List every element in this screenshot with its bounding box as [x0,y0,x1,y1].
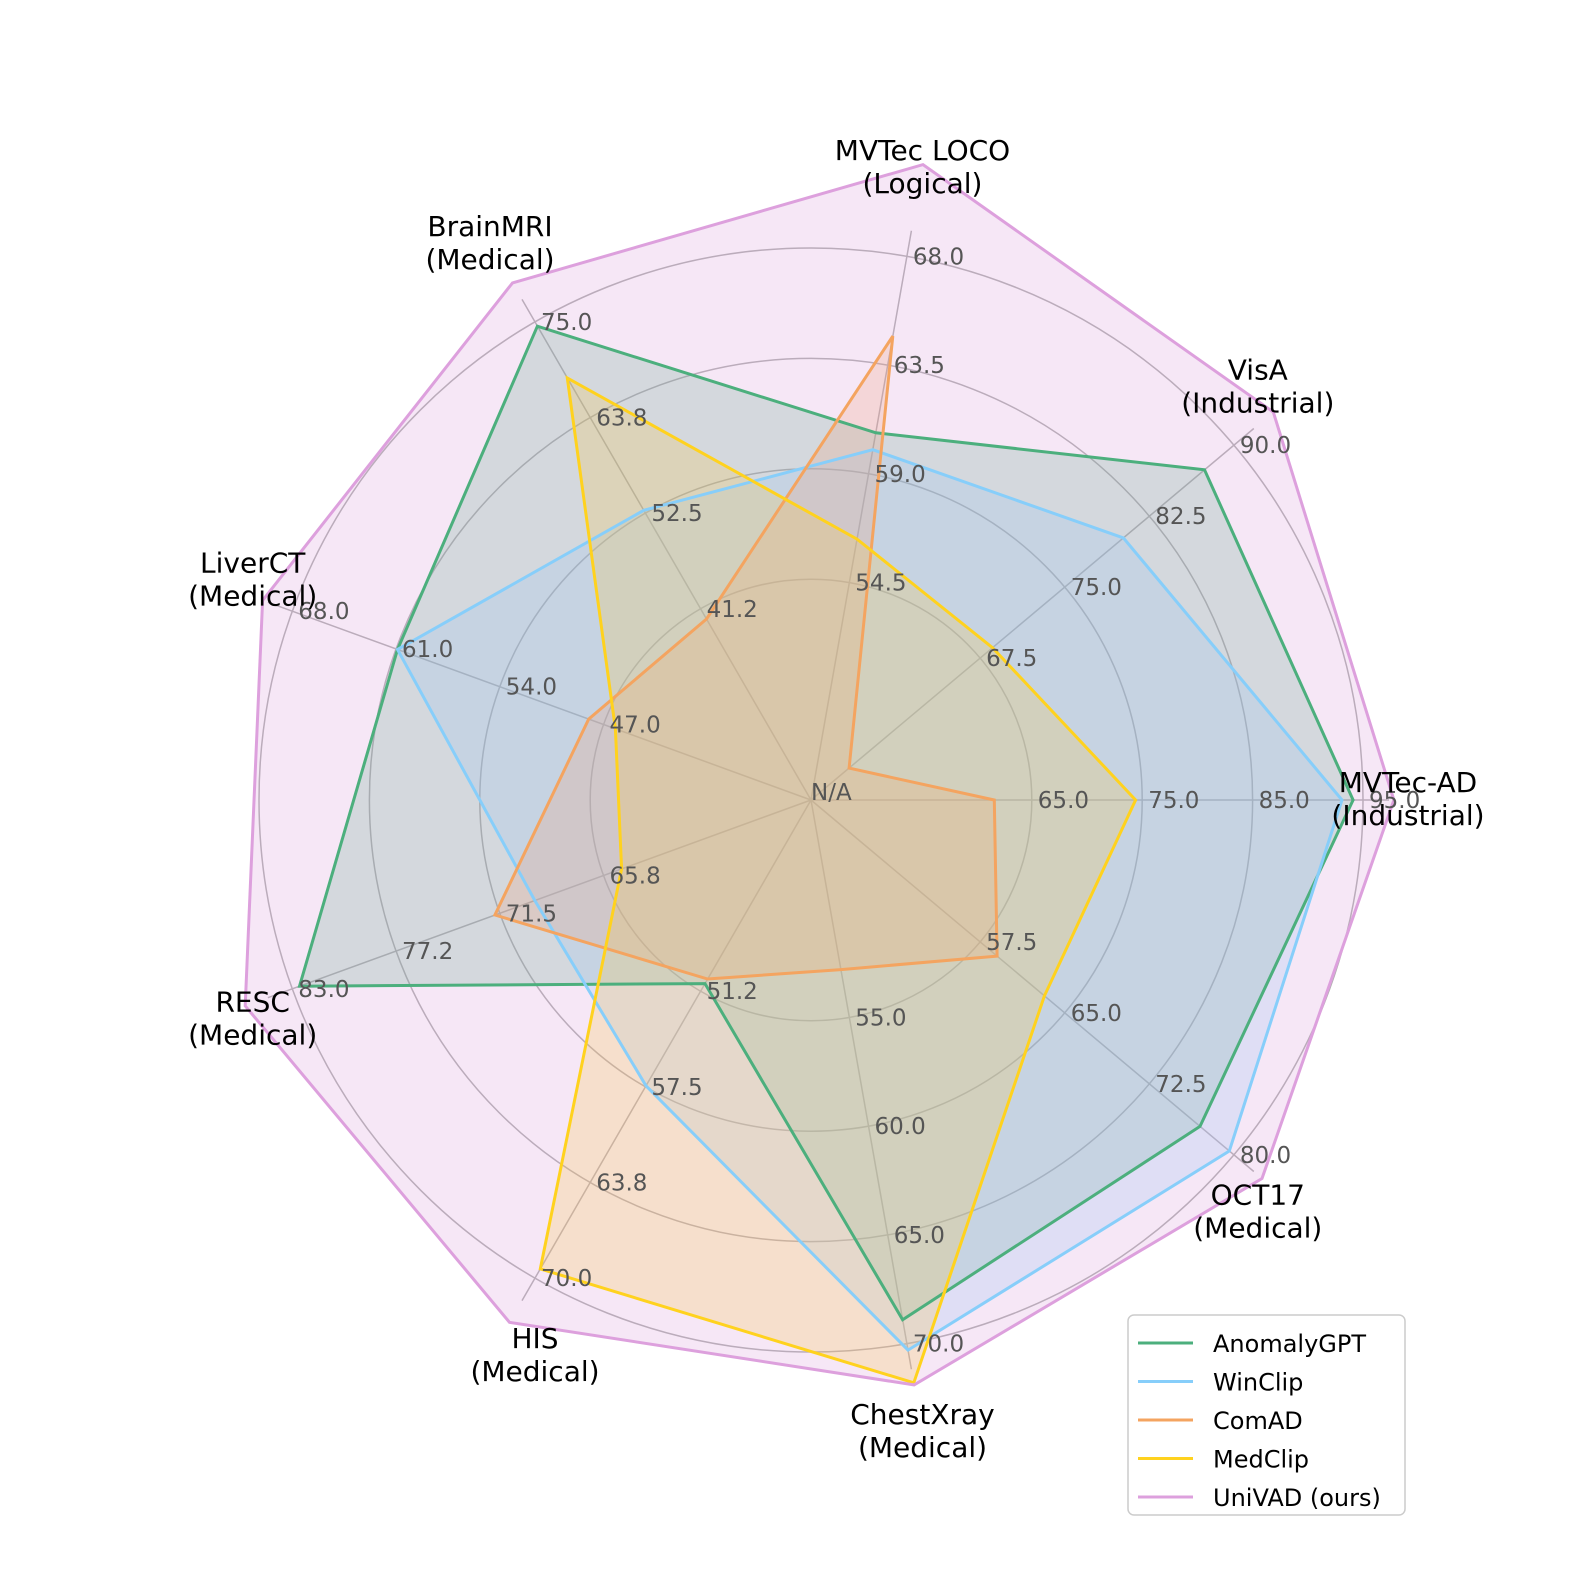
tick-label: 65.0 [1071,1001,1122,1027]
axis-label: MVTec LOCO (Logical) [835,134,1010,200]
series-fill-3 [540,378,1136,1383]
center-label: N/A [811,780,852,806]
tick-label: 54.0 [506,675,557,701]
tick-label: 47.0 [610,713,661,739]
axis-spoke [267,799,812,999]
tick-label: 95.0 [1369,788,1420,814]
legend: AnomalyGPT WinClip ComAD MedClip UniVAD (our… [1127,1314,1406,1516]
series-line-1 [395,448,1344,1353]
tick-label: 75.0 [1071,575,1122,601]
axis-spoke [267,601,812,801]
axis-label: BrainMRI (Medical) [425,210,554,276]
legend-box [1127,1314,1406,1516]
axis-label-line1: VisA [1228,353,1288,386]
tick-label: 65.0 [1038,788,1089,814]
axis-label-line1: ChestXray [850,1398,995,1431]
series-fill-1 [397,449,1342,1351]
series-fill-0 [299,326,1354,1320]
tick-label: 63.8 [596,1170,647,1196]
tick-label: 71.5 [506,901,557,927]
axis-label-line2: (Industrial) [1181,386,1334,419]
axis-label-line2: (Medical) [188,1019,317,1052]
axis-label: OCT17 (Medical) [1193,1179,1322,1245]
tick-label: 41.2 [707,597,758,623]
tick-label: 57.5 [651,1075,702,1101]
axis-spoke [810,799,1255,1173]
tick-label: 82.5 [1155,504,1206,530]
series-lines [243,162,1396,1387]
axis-label: VisA (Industrial) [1181,353,1334,419]
tick-label: 51.2 [707,979,758,1005]
tick-label: 70.0 [541,1266,592,1292]
axis-label-line2: (Industrial) [1331,799,1484,832]
axis-label: ChestXray (Medical) [850,1398,995,1464]
axis-label-line2: (Medical) [188,579,317,612]
legend-label: WinClip [1213,1369,1303,1397]
legend-label: AnomalyGPT [1213,1330,1366,1358]
tick-label: 55.0 [855,1005,906,1031]
axis-label-line2: (Medical) [858,1431,987,1464]
tick-label: 63.5 [894,353,945,379]
axis-label-line2: (Medical) [1193,1212,1322,1245]
series-fills [245,164,1394,1385]
legend-label: ComAD [1213,1407,1303,1435]
tick-label: 67.5 [986,646,1037,672]
series-line-0 [297,324,1355,1322]
series-line-4 [243,162,1396,1387]
axis-label: MVTec-AD (Industrial) [1331,766,1484,832]
axis-label-line1: OCT17 [1211,1179,1305,1212]
axis-spoke [521,299,812,801]
tick-labels: 65.0 75.0 85.0 95.0 67.5 75.0 82.5 90.0 54.5 59.0… [298,244,1420,1357]
legend-label: MedClip [1213,1446,1309,1474]
tick-label: 75.0 [1148,788,1199,814]
series-line-3 [538,375,1138,1385]
axis-label-line1: MVTec-AD [1339,766,1477,799]
tick-label: 80.0 [1240,1143,1291,1169]
tick-label: 60.0 [875,1114,926,1140]
axis-label-line1: BrainMRI [427,210,552,243]
tick-label: 72.5 [1155,1072,1206,1098]
tick-label: 90.0 [1240,433,1291,459]
axis-label-line1: MVTec LOCO [835,134,1010,167]
axis-label: HIS (Medical) [470,1322,599,1388]
legend-label: UniVAD (ours) [1213,1484,1381,1512]
tick-label: 57.5 [986,930,1037,956]
axis-label: RESC (Medical) [188,986,317,1052]
series-fill-4 [245,164,1394,1385]
tick-label: 68.0 [913,244,964,270]
axis-label-line2: (Medical) [470,1355,599,1388]
tick-label: 85.0 [1259,788,1310,814]
tick-label: 65.8 [610,864,661,890]
tick-label: 63.8 [596,406,647,432]
axis-label-line1: RESC [215,986,289,1019]
axis-spoke [521,799,812,1301]
tick-label: 75.0 [541,310,592,336]
axis-label: LiverCT (Medical) [188,546,317,612]
tick-label: 54.5 [855,571,906,597]
tick-label: 59.0 [875,462,926,488]
axis-label-line2: (Medical) [425,243,554,276]
tick-label: 68.0 [298,599,349,625]
axis-label-line1: HIS [511,1322,558,1355]
tick-label: 70.0 [913,1332,964,1358]
axis-spoke [810,427,1255,801]
axis-spoke [810,230,913,801]
tick-label: 77.2 [402,939,453,965]
tick-label: 83.0 [298,977,349,1003]
axis-labels: MVTec-AD (Industrial)VisA (Industrial)MVTe… [188,134,1484,1464]
tick-label: 61.0 [402,637,453,663]
axis-label-line1: LiverCT [200,546,306,579]
tick-label: 65.0 [894,1223,945,1249]
axis-spoke [810,799,913,1370]
axis-label-line2: (Logical) [863,167,983,200]
tick-label: 52.5 [651,501,702,527]
